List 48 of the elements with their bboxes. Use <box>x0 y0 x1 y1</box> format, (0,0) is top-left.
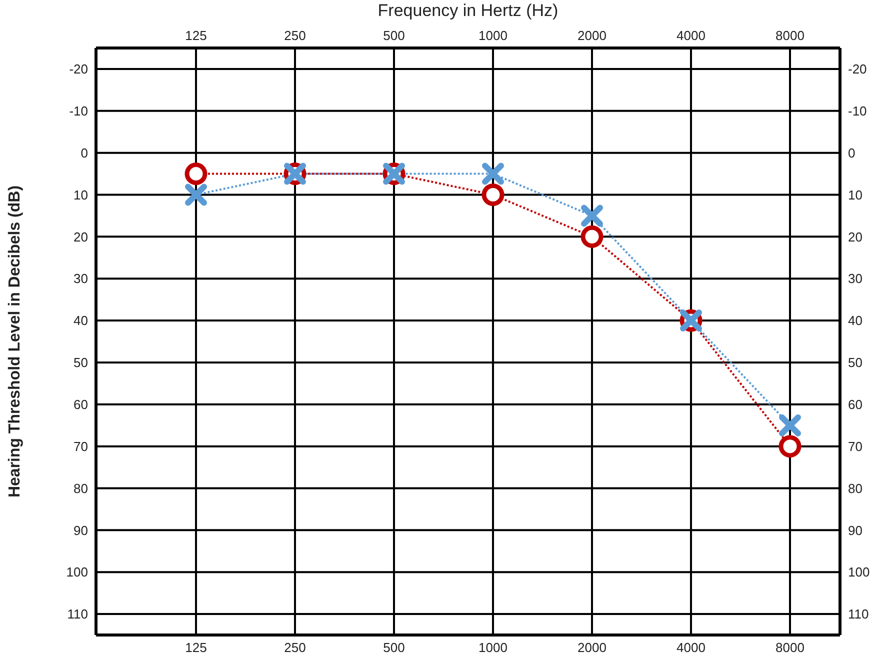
y2-tick-label: 30 <box>848 271 862 286</box>
y2-tick-label: 110 <box>848 606 869 622</box>
y-tick-label: 0 <box>80 145 88 160</box>
category-label: 4000 <box>676 640 706 656</box>
x-tick-label: 2000 <box>578 28 606 43</box>
point <box>580 225 604 248</box>
y2-tick-label: 100 <box>848 564 870 580</box>
x-tick-label: 1000 <box>478 28 508 43</box>
y2-tick-label: 10 <box>848 187 862 202</box>
y2-tick-label: -20 <box>848 62 867 77</box>
point <box>184 162 208 186</box>
y2-tick-label: 60 <box>848 397 862 412</box>
y-tick-label: -20 <box>69 62 88 77</box>
category-label: 125 <box>185 640 207 656</box>
y-tick-label: 70 <box>74 438 88 454</box>
category-label: 250 <box>284 640 306 656</box>
x-tick-label: 8000 <box>776 28 804 43</box>
y2-tick-label: 40 <box>848 313 862 328</box>
y-tick-label: 110 <box>67 606 88 622</box>
y2-tick-label: -10 <box>848 104 867 119</box>
y-tick-label: 60 <box>74 397 88 412</box>
x-tick-label: 250 <box>284 28 306 43</box>
category-label: 500 <box>383 640 405 656</box>
y-tick-label: 40 <box>74 313 88 328</box>
y-tick-label: 30 <box>74 271 88 286</box>
chart-title: Frequency in Hertz (Hz) <box>378 1 558 20</box>
y-axis-title: Hearing Threshold Level in Decibels (dB) <box>6 185 24 498</box>
y-tick-label: -10 <box>69 104 88 119</box>
y-tick-label: 50 <box>74 355 88 370</box>
point <box>778 435 802 458</box>
y2-tick-label: 50 <box>848 355 862 370</box>
y2-tick-label: 80 <box>848 480 862 496</box>
y2-tick-label: 20 <box>848 229 862 244</box>
x-tick-label: 125 <box>185 28 207 43</box>
y-tick-label: 10 <box>74 187 88 202</box>
point <box>482 184 504 206</box>
y2-tick-label: 90 <box>848 522 862 538</box>
category-label: 1000 <box>478 640 508 656</box>
x-tick-label: 500 <box>383 28 405 43</box>
category-label: 8000 <box>776 640 804 656</box>
y2-tick-label: 70 <box>848 438 862 454</box>
y-tick-label: 90 <box>74 522 88 538</box>
y-tick-label: 20 <box>74 229 88 244</box>
y-tick-label: 80 <box>74 480 88 496</box>
y-tick-label: 100 <box>66 564 88 580</box>
category-label: 2000 <box>578 640 606 656</box>
y2-tick-label: 0 <box>848 145 856 160</box>
x-tick-label: 4000 <box>676 28 706 43</box>
